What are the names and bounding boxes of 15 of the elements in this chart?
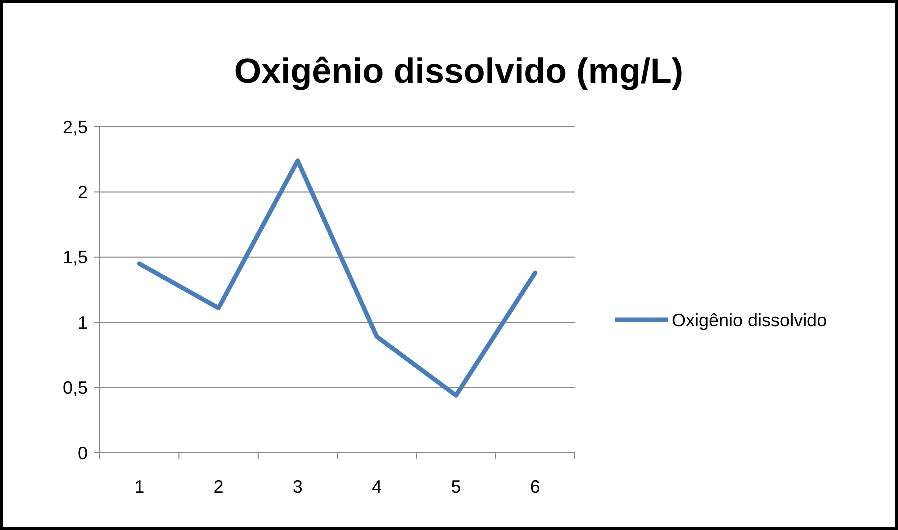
x-tick-label: 2 (214, 477, 224, 497)
x-tick-label: 4 (372, 477, 382, 497)
legend-label: Oxigênio dissolvido (672, 310, 828, 330)
x-tick-label: 5 (451, 477, 462, 497)
y-tick-label: 2,5 (62, 117, 88, 138)
chart-title: Oxigênio dissolvido (mg/L) (234, 52, 684, 91)
y-tick-label: 0 (78, 443, 88, 464)
x-tick-label: 1 (134, 477, 145, 497)
y-tick-label: 2 (78, 182, 88, 202)
x-tick-label: 3 (292, 477, 303, 497)
y-tick-label: 1,5 (62, 248, 88, 268)
y-tick-label: 0,5 (62, 378, 88, 398)
y-tick-label: 1 (78, 312, 88, 333)
line-series (137, 158, 538, 398)
x-tick-label: 6 (530, 477, 540, 497)
